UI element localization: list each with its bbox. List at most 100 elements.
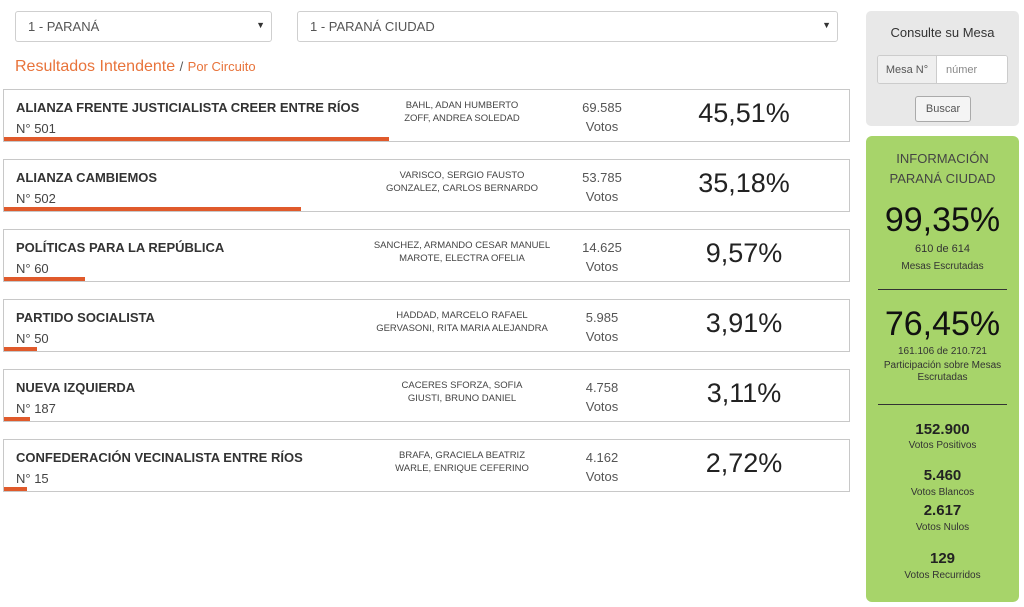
mesa-label: Mesa N° bbox=[878, 56, 937, 83]
candidate-secondary: GONZALEZ, CARLOS BERNARDO bbox=[385, 183, 539, 194]
consulte-title: Consulte su Mesa bbox=[890, 25, 995, 40]
votes-block: 4.758 Votos bbox=[564, 378, 640, 416]
votes-block: 5.985 Votos bbox=[564, 308, 640, 346]
result-card: NUEVA IZQUIERDA N° 187 CACERES SFORZA, S… bbox=[3, 369, 850, 422]
chevron-down-icon: ▼ bbox=[256, 20, 265, 30]
candidate-primary: BAHL, ADAN HUMBERTO bbox=[405, 100, 519, 111]
votos-nulos-value: 2.617 bbox=[923, 502, 962, 519]
party-name: CONFEDERACIÓN VECINALISTA ENTRE RÍOS bbox=[16, 450, 303, 465]
vote-percent: 3,91% bbox=[705, 308, 783, 338]
share-bar bbox=[4, 207, 302, 211]
votes-label: Votos bbox=[585, 259, 619, 274]
share-bar-track bbox=[4, 277, 849, 281]
result-card: POLÍTICAS PARA LA REPÚBLICA N° 60 SANCHE… bbox=[3, 229, 850, 282]
circuito-value: 1 - PARANÁ CIUDAD bbox=[310, 19, 435, 34]
page-title-separator: / bbox=[179, 59, 184, 74]
candidates: SANCHEZ, ARMANDO CESAR MANUEL MAROTE, EL… bbox=[324, 239, 600, 265]
vote-percent: 35,18% bbox=[698, 168, 790, 198]
votes-block: 4.162 Votos bbox=[564, 448, 640, 486]
departamento-value: 1 - PARANÁ bbox=[28, 19, 100, 34]
share-bar-track bbox=[4, 487, 849, 491]
mesas-escrutadas-count: 610 de 614 bbox=[914, 243, 971, 255]
divider bbox=[878, 289, 1007, 290]
list-number: N° 501 bbox=[16, 121, 56, 136]
candidate-secondary: ZOFF, ANDREA SOLEDAD bbox=[404, 113, 520, 124]
page-title-text: Resultados Intendente bbox=[15, 58, 176, 75]
result-card: ALIANZA CAMBIEMOS N° 502 VARISCO, SERGIO… bbox=[3, 159, 850, 212]
divider bbox=[878, 404, 1007, 405]
votes-label: Votos bbox=[585, 189, 619, 204]
votes-label: Votos bbox=[585, 399, 619, 414]
consulte-mesa-panel: Consulte su Mesa Mesa N° Buscar bbox=[866, 11, 1019, 126]
page-title: Resultados Intendente / Por Circuito bbox=[15, 58, 256, 76]
share-bar-track bbox=[4, 137, 849, 141]
candidate-primary: CACERES SFORZA, SOFIA bbox=[401, 380, 523, 391]
candidate-primary: HADDAD, MARCELO RAFAEL bbox=[396, 310, 528, 321]
votes-count: 53.785 bbox=[582, 170, 622, 185]
votes-count: 5.985 bbox=[585, 310, 619, 325]
participacion-count: 161.106 de 210.721 bbox=[898, 346, 987, 357]
share-bar-track bbox=[4, 347, 849, 351]
mesas-escrutadas-percent: 99,35% bbox=[884, 201, 1001, 239]
votes-block: 53.785 Votos bbox=[564, 168, 640, 206]
share-bar-track bbox=[4, 417, 849, 421]
votes-count: 4.758 bbox=[585, 380, 619, 395]
result-card: CONFEDERACIÓN VECINALISTA ENTRE RÍOS N° … bbox=[3, 439, 850, 492]
mesas-escrutadas-label: Mesas Escrutadas bbox=[901, 261, 984, 272]
list-number: N° 15 bbox=[16, 471, 49, 486]
votes-count: 69.585 bbox=[582, 100, 622, 115]
candidate-secondary: GERVASONI, RITA MARIA ALEJANDRA bbox=[376, 323, 548, 334]
share-bar bbox=[4, 417, 31, 421]
party-name: POLÍTICAS PARA LA REPÚBLICA bbox=[16, 240, 225, 255]
share-bar bbox=[4, 347, 38, 351]
vote-percent: 2,72% bbox=[705, 448, 783, 478]
result-card: ALIANZA FRENTE JUSTICIALISTA CREER ENTRE… bbox=[3, 89, 850, 142]
votos-recurridos-value: 129 bbox=[929, 550, 956, 567]
votes-count: 14.625 bbox=[582, 240, 622, 255]
votes-label: Votos bbox=[585, 469, 619, 484]
circuito-select[interactable]: 1 - PARANÁ CIUDAD ▼ bbox=[297, 11, 838, 42]
candidates: HADDAD, MARCELO RAFAEL GERVASONI, RITA M… bbox=[324, 309, 600, 335]
votos-blancos-label: Votos Blancos bbox=[910, 487, 975, 498]
votos-blancos-value: 5.460 bbox=[923, 467, 962, 484]
votos-recurridos-label: Votos Recurridos bbox=[904, 570, 981, 581]
candidates: CACERES SFORZA, SOFIA GIUSTI, BRUNO DANI… bbox=[324, 379, 600, 405]
chevron-down-icon: ▼ bbox=[822, 20, 831, 30]
party-name: ALIANZA CAMBIEMOS bbox=[16, 170, 158, 185]
votes-block: 14.625 Votos bbox=[564, 238, 640, 276]
vote-percent: 9,57% bbox=[705, 238, 783, 268]
votos-positivos-label: Votos Positivos bbox=[908, 440, 977, 451]
mesa-input-group: Mesa N° bbox=[877, 55, 1008, 84]
list-number: N° 60 bbox=[16, 261, 49, 276]
party-name: ALIANZA FRENTE JUSTICIALISTA CREER ENTRE… bbox=[16, 100, 360, 115]
departamento-select[interactable]: 1 - PARANÁ ▼ bbox=[15, 11, 272, 42]
votes-count: 4.162 bbox=[585, 450, 619, 465]
candidate-primary: VARISCO, SERGIO FAUSTO bbox=[399, 170, 525, 181]
votos-nulos-label: Votos Nulos bbox=[915, 522, 970, 533]
vote-percent: 45,51% bbox=[698, 98, 790, 128]
candidates: BRAFA, GRACIELA BEATRIZ WARLE, ENRIQUE C… bbox=[324, 449, 600, 475]
share-bar bbox=[4, 137, 389, 141]
por-circuito-link[interactable]: Por Circuito bbox=[187, 59, 256, 74]
votes-label: Votos bbox=[585, 119, 619, 134]
participacion-percent: 76,45% bbox=[884, 305, 1001, 343]
candidate-secondary: MAROTE, ELECTRA OFELIA bbox=[399, 253, 525, 264]
list-number: N° 502 bbox=[16, 191, 56, 206]
vote-percent: 3,11% bbox=[706, 378, 782, 408]
info-title: INFORMACIÓN PARANÁ CIUDAD bbox=[866, 149, 1019, 189]
share-bar bbox=[4, 277, 85, 281]
info-panel: INFORMACIÓN PARANÁ CIUDAD 99,35% 610 de … bbox=[866, 136, 1019, 602]
info-title-line2: PARANÁ CIUDAD bbox=[889, 171, 996, 186]
list-number: N° 187 bbox=[16, 401, 56, 416]
participacion-label: Participación sobre Mesas Escrutadas bbox=[883, 360, 1002, 383]
votes-label: Votos bbox=[585, 329, 619, 344]
share-bar-track bbox=[4, 207, 849, 211]
buscar-button[interactable]: Buscar bbox=[915, 96, 971, 122]
votes-block: 69.585 Votos bbox=[564, 98, 640, 136]
party-name: PARTIDO SOCIALISTA bbox=[16, 310, 155, 325]
info-title-line1: INFORMACIÓN bbox=[896, 151, 989, 166]
result-card: PARTIDO SOCIALISTA N° 50 HADDAD, MARCELO… bbox=[3, 299, 850, 352]
mesa-number-input[interactable] bbox=[937, 56, 1007, 83]
candidates: BAHL, ADAN HUMBERTO ZOFF, ANDREA SOLEDAD bbox=[324, 99, 600, 125]
list-number: N° 50 bbox=[16, 331, 49, 346]
